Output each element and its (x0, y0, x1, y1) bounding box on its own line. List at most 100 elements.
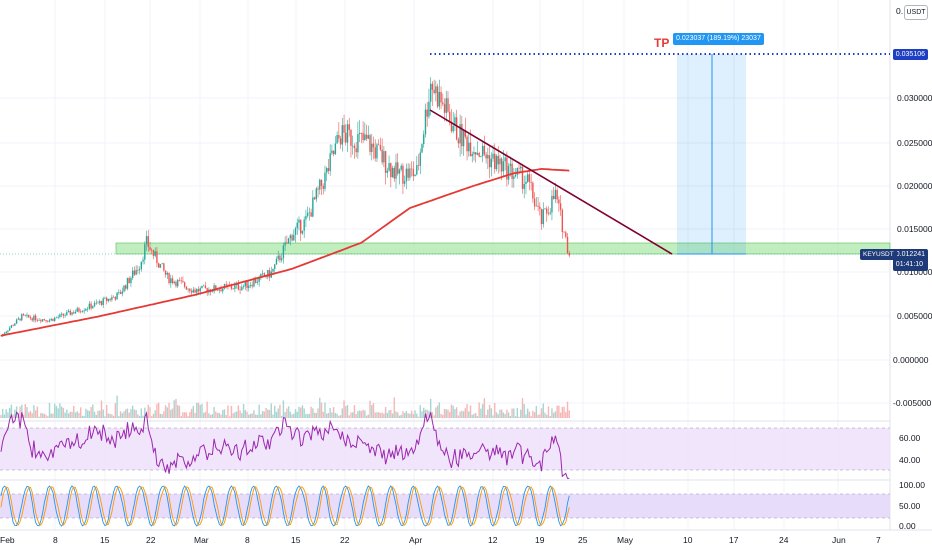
candle-body[interactable] (280, 258, 283, 261)
candle-body[interactable] (152, 250, 155, 256)
candle-body[interactable] (175, 281, 177, 287)
candle-body[interactable] (416, 165, 418, 175)
candle-body[interactable] (549, 212, 551, 214)
candle-body[interactable] (111, 297, 113, 300)
candle-body[interactable] (348, 124, 350, 130)
candle-body[interactable] (554, 189, 557, 200)
candle-body[interactable] (313, 197, 316, 200)
candle-body[interactable] (213, 285, 215, 292)
candle-body[interactable] (476, 152, 479, 155)
candle-body[interactable] (568, 252, 570, 256)
candle-body[interactable] (315, 188, 318, 200)
candle-body[interactable] (327, 168, 330, 172)
candle-body[interactable] (173, 281, 175, 284)
candle-body[interactable] (95, 302, 97, 304)
price-axis[interactable]: 0.030000 0.025000 0.020000 0.015000 0.01… (893, 6, 932, 408)
candle-body[interactable] (296, 222, 298, 229)
candle-body[interactable] (164, 270, 167, 275)
candle-body[interactable] (552, 195, 555, 200)
candle-body[interactable] (312, 197, 314, 217)
date-axis[interactable]: Feb 8 15 22 Mar 8 15 22 Apr 12 19 25 May… (0, 535, 881, 545)
candle-body[interactable] (145, 236, 148, 245)
candle-body[interactable] (351, 145, 354, 147)
candle-body[interactable] (3, 333, 6, 335)
candle-body[interactable] (521, 166, 524, 189)
candle-body[interactable] (149, 247, 151, 251)
candle-body[interactable] (535, 205, 538, 207)
candle-body[interactable] (69, 310, 71, 315)
stoch-d-line[interactable] (0, 486, 570, 527)
candle-body[interactable] (546, 208, 548, 214)
candle-body[interactable] (100, 301, 103, 305)
candle-body[interactable] (161, 263, 163, 265)
candle-body[interactable] (232, 288, 234, 290)
candle-body[interactable] (268, 270, 271, 278)
candle-body[interactable] (118, 292, 120, 293)
candle-body[interactable] (206, 288, 208, 293)
candle-body[interactable] (391, 167, 394, 178)
candle-body[interactable] (468, 142, 470, 152)
candle-body[interactable] (64, 315, 66, 316)
candle-body[interactable] (40, 320, 42, 322)
candle-body[interactable] (277, 255, 279, 259)
candle-body[interactable] (360, 132, 363, 134)
candle-body[interactable] (22, 314, 25, 316)
candle-body[interactable] (320, 179, 323, 186)
candle-body[interactable] (275, 258, 278, 265)
candle-body[interactable] (303, 219, 305, 231)
candle-body[interactable] (171, 278, 174, 284)
candle-body[interactable] (183, 282, 186, 287)
candle-body[interactable] (436, 86, 439, 107)
candle-body[interactable] (435, 86, 437, 94)
candle-body[interactable] (381, 149, 383, 163)
candle-body[interactable] (88, 303, 91, 309)
candle-body[interactable] (267, 270, 269, 278)
candle-body[interactable] (104, 297, 106, 299)
candle-body[interactable] (289, 235, 292, 239)
candle-body[interactable] (520, 166, 522, 169)
candle-body[interactable] (400, 165, 402, 170)
candle-body[interactable] (402, 165, 404, 184)
candle-body[interactable] (537, 205, 539, 207)
candle-body[interactable] (194, 289, 196, 293)
candle-body[interactable] (526, 174, 529, 182)
candle-body[interactable] (480, 156, 482, 157)
candle-body[interactable] (36, 320, 39, 321)
candle-body[interactable] (547, 213, 550, 215)
candle-body[interactable] (126, 278, 129, 289)
candle-body[interactable] (367, 135, 369, 139)
candle-body[interactable] (414, 174, 416, 177)
candle-body[interactable] (542, 209, 544, 225)
candle-body[interactable] (518, 167, 520, 169)
candle-body[interactable] (274, 264, 276, 269)
candle-body[interactable] (204, 285, 207, 289)
candle-body[interactable] (459, 124, 461, 144)
candle-body[interactable] (341, 125, 344, 145)
candle-body[interactable] (178, 279, 181, 281)
candle-body[interactable] (187, 288, 189, 290)
candle-body[interactable] (488, 155, 491, 168)
candle-body[interactable] (26, 314, 28, 316)
candle-body[interactable] (125, 285, 127, 289)
stoch-k-line[interactable] (0, 485, 570, 527)
candle-body[interactable] (7, 330, 9, 332)
candle-body[interactable] (395, 162, 397, 179)
candle-body[interactable] (355, 148, 357, 153)
candle-body[interactable] (362, 132, 364, 141)
candle-body[interactable] (383, 151, 385, 163)
candle-body[interactable] (220, 289, 222, 292)
candle-body[interactable] (131, 270, 134, 278)
candle-body[interactable] (426, 109, 428, 117)
candle-body[interactable] (14, 323, 16, 326)
candle-body[interactable] (142, 259, 144, 262)
candle-body[interactable] (421, 144, 423, 153)
candle-body[interactable] (495, 155, 498, 170)
candle-body[interactable] (350, 129, 352, 146)
candle-body[interactable] (319, 179, 321, 190)
candle-body[interactable] (334, 143, 337, 155)
candle-body[interactable] (135, 269, 137, 275)
candle-body[interactable] (28, 314, 30, 318)
candle-body[interactable] (102, 298, 104, 305)
candle-body[interactable] (324, 172, 326, 189)
descending-trendline[interactable] (429, 109, 673, 255)
